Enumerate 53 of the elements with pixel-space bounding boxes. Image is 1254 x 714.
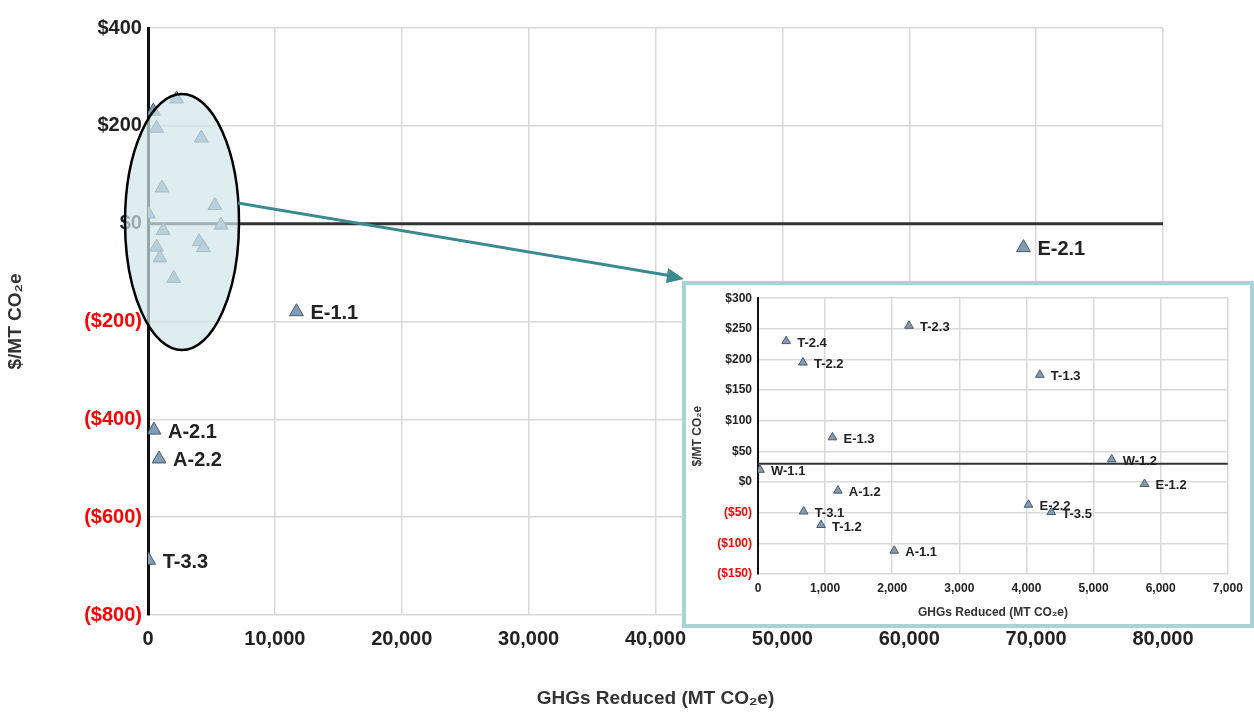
x-tick-label: 0 (754, 580, 762, 595)
y-tick-label: ($200) (84, 309, 142, 332)
x-tick-label: 1,000 (810, 580, 841, 595)
x-tick-label: 60,000 (878, 626, 940, 649)
data-label: T-3.3 (162, 549, 209, 572)
data-label: A-1.2 (848, 484, 881, 500)
data-label: A-2.1 (167, 419, 217, 442)
y-tick-label: $300 (725, 290, 753, 305)
y-axis-title: $/MT CO₂e (689, 405, 704, 467)
y-tick-label: $200 (725, 351, 753, 366)
x-axis-title: GHGs Reduced (MT CO₂e) (536, 686, 775, 708)
y-tick-label: $100 (725, 413, 753, 428)
x-tick-label: 10,000 (244, 626, 306, 649)
x-tick-label: 3,000 (944, 580, 975, 595)
data-label: E-1.1 (310, 301, 359, 324)
data-label: T-3.1 (814, 505, 845, 521)
data-label: W-1.1 (771, 463, 806, 479)
x-tick-label: 40,000 (624, 626, 687, 649)
data-label: T-1.3 (1050, 368, 1081, 384)
data-label: T-1.2 (832, 518, 862, 534)
y-tick-label: $0 (738, 474, 753, 489)
y-tick-label: $400 (97, 15, 142, 38)
data-label: E-1.3 (843, 430, 875, 446)
data-label: T-2.4 (797, 334, 828, 350)
y-tick-label: ($400) (84, 406, 142, 429)
data-label: E-1.2 (1155, 477, 1187, 493)
x-axis-title: GHGs Reduced (MT CO₂e) (917, 605, 1068, 620)
y-tick-label: $50 (731, 443, 753, 458)
y-tick-label: $200 (97, 113, 142, 136)
y-tick-label: ($100) (717, 535, 752, 550)
y-axis-title: $/MT CO₂e (3, 273, 25, 370)
x-tick-label: 0 (142, 626, 154, 649)
data-label: A-2.2 (173, 448, 222, 471)
x-tick-label: 50,000 (751, 626, 813, 649)
x-tick-label: 6,000 (1145, 580, 1177, 595)
y-tick-label: $250 (725, 321, 753, 336)
x-tick-label: 5,000 (1078, 580, 1109, 595)
y-tick-label: ($800) (84, 602, 142, 625)
x-tick-label: 4,000 (1011, 580, 1042, 595)
data-label: A-1.1 (905, 544, 938, 560)
y-tick-label: ($50) (723, 505, 752, 520)
x-tick-label: 30,000 (498, 626, 560, 649)
y-tick-label: $150 (725, 382, 753, 397)
data-label: T-2.2 (813, 356, 844, 372)
y-tick-label: ($600) (84, 504, 142, 527)
y-tick-label: ($150) (717, 566, 752, 581)
x-tick-label: 20,000 (371, 626, 433, 649)
x-tick-label: 70,000 (1005, 626, 1067, 649)
x-tick-label: 2,000 (877, 580, 908, 595)
data-label: T-2.3 (920, 319, 950, 335)
data-label: E-2.1 (1037, 237, 1086, 260)
x-tick-label: 7,000 (1212, 580, 1244, 595)
x-tick-label: 80,000 (1132, 626, 1194, 649)
